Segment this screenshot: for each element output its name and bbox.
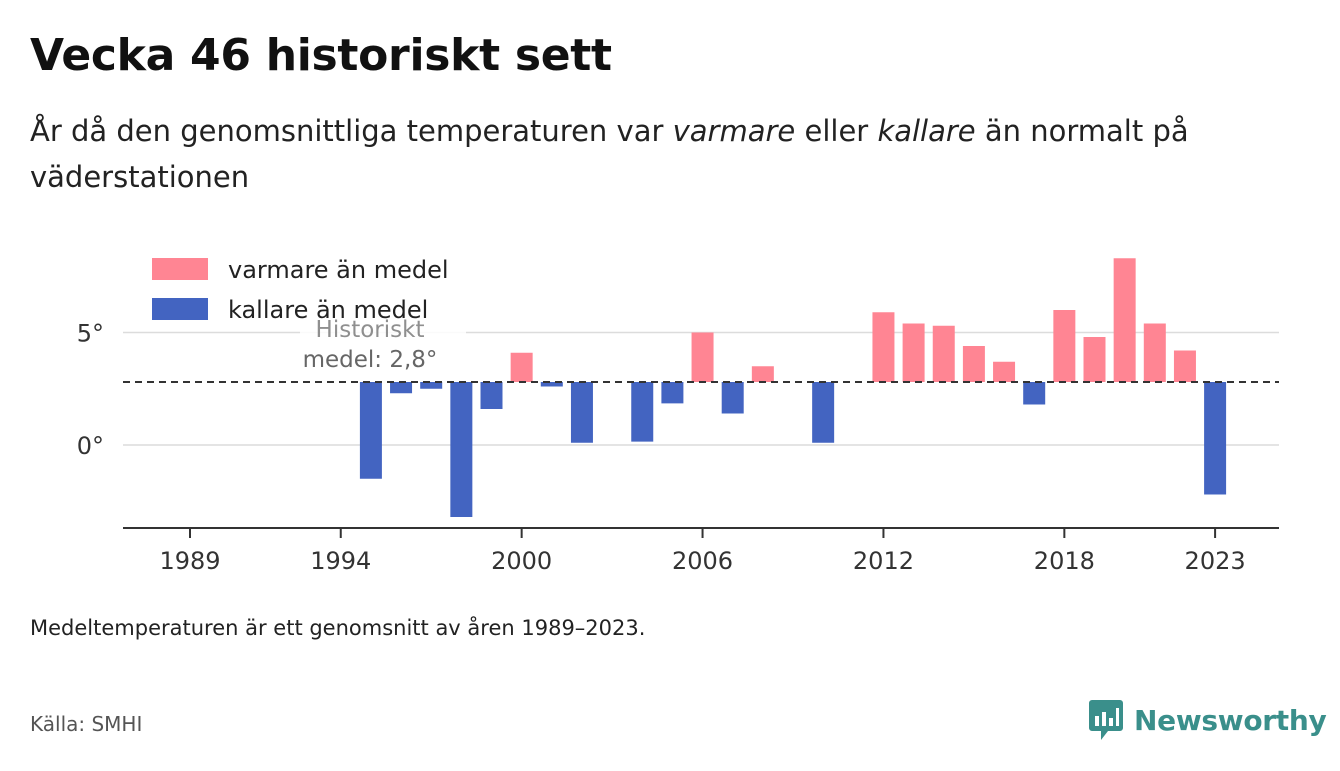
warm-bar bbox=[1053, 310, 1076, 382]
newsworthy-logo[interactable]: Newsworthy bbox=[1088, 698, 1327, 742]
baseline-label-line2: medel: 2,8° bbox=[303, 347, 438, 373]
x-tick-label: 2012 bbox=[853, 547, 914, 575]
bars bbox=[359, 258, 1227, 517]
cold-bar bbox=[450, 382, 473, 517]
warm-bar bbox=[962, 346, 985, 382]
warm-bar bbox=[872, 312, 895, 382]
legend: varmare än medel kallare än medel bbox=[152, 256, 449, 324]
cold-bar bbox=[480, 382, 503, 409]
warm-bar bbox=[1173, 350, 1196, 382]
cold-bar bbox=[390, 382, 413, 394]
subtitle-warm-word: varmare bbox=[672, 114, 796, 148]
newsworthy-logo-text: Newsworthy bbox=[1134, 703, 1327, 737]
subtitle-part: År då den genomsnittliga temperaturen va… bbox=[30, 114, 673, 148]
subtitle-cold-word: kallare bbox=[877, 114, 976, 148]
warm-bar bbox=[932, 325, 955, 382]
y-tick-label: 5° bbox=[77, 320, 104, 348]
y-axis: 0° 5° bbox=[77, 320, 104, 461]
cold-bar bbox=[812, 382, 835, 443]
x-tick-label: 2006 bbox=[672, 547, 733, 575]
cold-bar bbox=[1204, 382, 1227, 495]
x-axis: 1989 1994 2000 2006 2012 2018 2023 bbox=[123, 527, 1279, 575]
warm-bar bbox=[1083, 337, 1106, 382]
baseline-label-line1: Historiskt bbox=[316, 317, 425, 343]
warm-bar bbox=[1143, 323, 1166, 382]
legend-warm-swatch bbox=[152, 258, 208, 280]
cold-bar bbox=[721, 382, 744, 414]
legend-warm-label: varmare än medel bbox=[228, 256, 449, 284]
cold-bar bbox=[359, 382, 382, 479]
x-tick-label: 1994 bbox=[310, 547, 371, 575]
warm-bar bbox=[1113, 258, 1136, 382]
cold-bar bbox=[631, 382, 654, 442]
warm-bar bbox=[902, 323, 925, 382]
x-tick-label: 2023 bbox=[1185, 547, 1246, 575]
cold-bar bbox=[420, 382, 443, 389]
cold-bar bbox=[661, 382, 684, 404]
subtitle-part: än normalt på väderstationen bbox=[30, 114, 1189, 194]
cold-bar bbox=[1023, 382, 1046, 405]
baseline-label-bg bbox=[300, 322, 466, 370]
footnote: Medeltemperaturen är ett genomsnitt av å… bbox=[30, 616, 646, 640]
chart-title: Vecka 46 historiskt sett bbox=[30, 30, 612, 81]
newsworthy-logo-icon bbox=[1089, 700, 1123, 740]
cold-bar bbox=[570, 382, 593, 443]
legend-cold-label: kallare än medel bbox=[228, 296, 428, 324]
legend-cold-swatch bbox=[152, 298, 208, 320]
x-tick-label: 2000 bbox=[491, 547, 552, 575]
warm-bar bbox=[993, 361, 1016, 382]
baseline-group: Historiskt medel: 2,8° bbox=[123, 317, 1279, 383]
source: Källa: SMHI bbox=[30, 712, 143, 736]
warm-bar bbox=[691, 332, 714, 382]
x-tick-label: 2018 bbox=[1034, 547, 1095, 575]
cold-bar bbox=[540, 382, 563, 387]
subtitle-part: eller bbox=[795, 114, 878, 148]
warm-bar bbox=[751, 366, 774, 382]
chart-subtitle: År då den genomsnittliga temperaturen va… bbox=[30, 108, 1250, 200]
bar-chart: 1989 1994 2000 2006 2012 2018 2023 0° 5° Histor… bbox=[77, 256, 1279, 575]
x-tick-label: 1989 bbox=[159, 547, 220, 575]
warm-bar bbox=[510, 352, 533, 382]
y-tick-label: 0° bbox=[77, 432, 104, 460]
